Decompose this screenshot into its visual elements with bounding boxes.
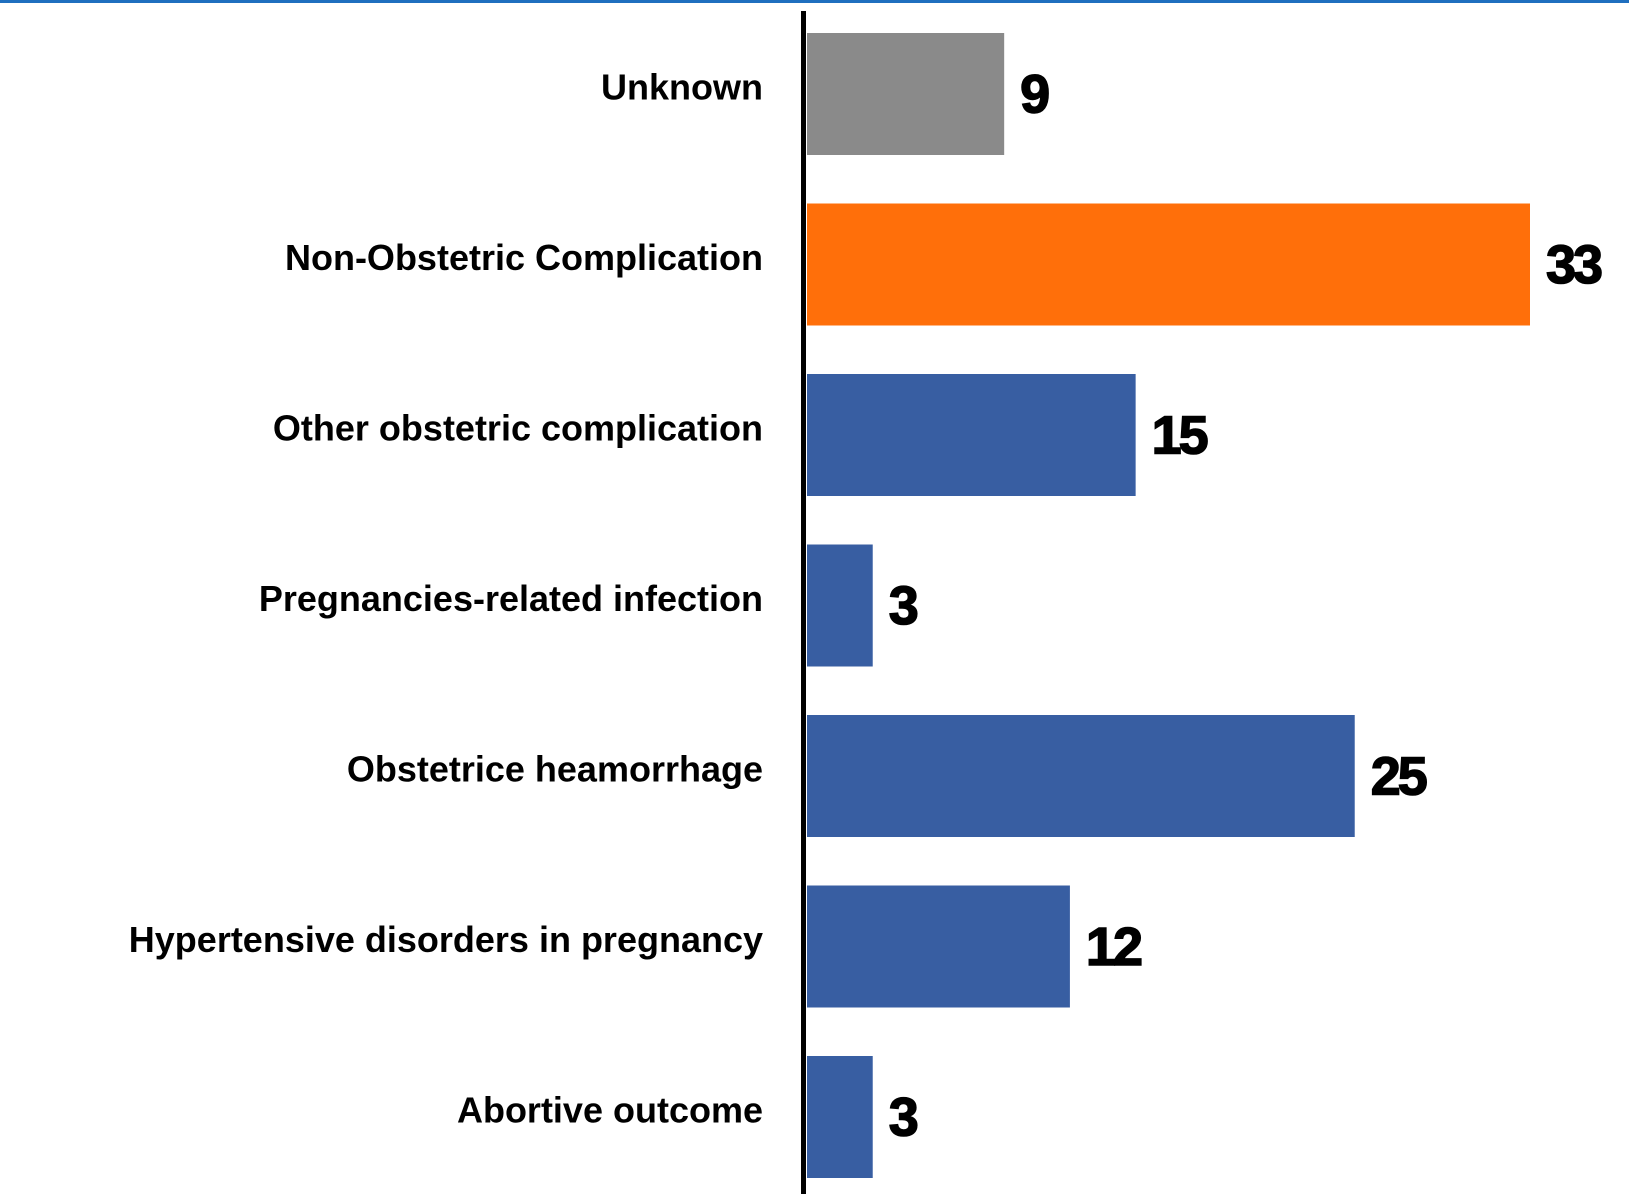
value-label: 9 bbox=[1020, 64, 1049, 124]
value-label: 12 bbox=[1086, 917, 1141, 977]
category-label: Obstetrice heamorrhage bbox=[347, 749, 763, 790]
category-label: Pregnancies-related infection bbox=[259, 578, 763, 619]
top-border bbox=[0, 0, 1629, 3]
axis-line bbox=[801, 11, 806, 1194]
category-label: Abortive outcome bbox=[457, 1090, 763, 1131]
value-label: 25 bbox=[1371, 746, 1427, 806]
bar bbox=[807, 715, 1355, 837]
category-label: Unknown bbox=[601, 67, 763, 108]
bar bbox=[807, 544, 873, 667]
value-label: 33 bbox=[1546, 235, 1602, 295]
value-label: 15 bbox=[1152, 405, 1208, 465]
category-label: Hypertensive disorders in pregnancy bbox=[129, 919, 763, 960]
bar bbox=[807, 885, 1070, 1008]
bar bbox=[807, 33, 1005, 155]
value-label: 3 bbox=[889, 576, 918, 636]
bar bbox=[807, 203, 1530, 326]
value-label: 3 bbox=[889, 1087, 918, 1147]
category-label: Non-Obstetric Complication bbox=[285, 237, 763, 278]
bar bbox=[807, 374, 1136, 496]
category-label: Other obstetric complication bbox=[273, 408, 763, 449]
bar bbox=[807, 1056, 873, 1178]
